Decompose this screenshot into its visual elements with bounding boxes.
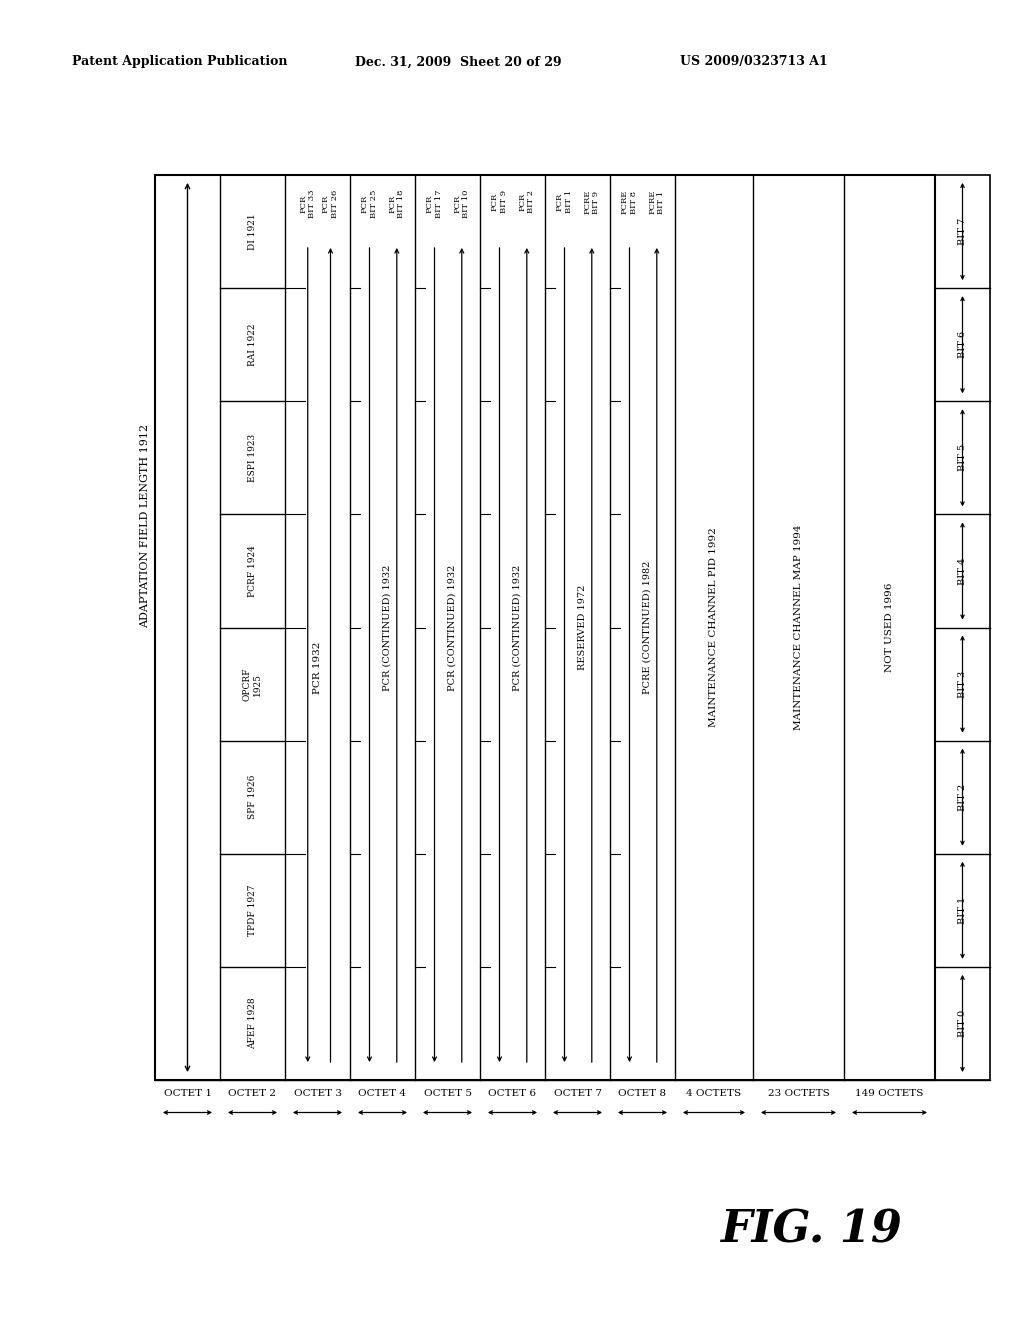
Text: 149 OCTETS: 149 OCTETS: [855, 1089, 924, 1097]
Text: PCR
BIT 17: PCR BIT 17: [426, 190, 443, 219]
Text: MAINTENANCE CHANNEL MAP 1994: MAINTENANCE CHANNEL MAP 1994: [794, 525, 803, 730]
Text: PCR
BIT 1: PCR BIT 1: [556, 190, 573, 213]
Text: Dec. 31, 2009  Sheet 20 of 29: Dec. 31, 2009 Sheet 20 of 29: [355, 55, 561, 69]
Text: OCTET 4: OCTET 4: [358, 1089, 407, 1097]
Text: PCR (CONTINUED) 1932: PCR (CONTINUED) 1932: [383, 565, 392, 690]
Text: BIT 6: BIT 6: [958, 331, 967, 358]
Text: PCR
BIT 18: PCR BIT 18: [388, 190, 406, 219]
Text: 23 OCTETS: 23 OCTETS: [768, 1089, 829, 1097]
Bar: [935, 176, 990, 1080]
Text: OCTET 6: OCTET 6: [488, 1089, 537, 1097]
Text: PCR
BIT 9: PCR BIT 9: [490, 190, 508, 213]
Text: PCR
BIT 2: PCR BIT 2: [518, 190, 536, 213]
Text: ESPI 1923: ESPI 1923: [248, 434, 257, 482]
Text: PCRF 1924: PCRF 1924: [248, 545, 257, 597]
Text: TPDF 1927: TPDF 1927: [248, 884, 257, 936]
Text: OCTET 2: OCTET 2: [228, 1089, 276, 1097]
Text: Patent Application Publication: Patent Application Publication: [72, 55, 288, 69]
Text: 4 OCTETS: 4 OCTETS: [686, 1089, 741, 1097]
Bar: [155, 176, 935, 1080]
Text: OCTET 5: OCTET 5: [424, 1089, 471, 1097]
Text: BIT 2: BIT 2: [958, 784, 967, 810]
Text: PCR 1932: PCR 1932: [313, 642, 322, 694]
Text: SPF 1926: SPF 1926: [248, 775, 257, 820]
Text: OCTET 1: OCTET 1: [164, 1089, 212, 1097]
Text: BIT 1: BIT 1: [958, 896, 967, 924]
Text: BIT 7: BIT 7: [958, 218, 967, 246]
Text: DI 1921: DI 1921: [248, 214, 257, 249]
Text: PCRE
BIT 1: PCRE BIT 1: [648, 190, 666, 214]
Text: OCTET 3: OCTET 3: [294, 1089, 341, 1097]
Text: BIT 3: BIT 3: [958, 671, 967, 698]
Text: PCR
BIT 33: PCR BIT 33: [299, 190, 316, 219]
Text: ADAPTATION FIELD LENGTH 1912: ADAPTATION FIELD LENGTH 1912: [140, 424, 150, 627]
Text: PCRE
BIT 8: PCRE BIT 8: [621, 190, 638, 214]
Text: PCRE
BIT 9: PCRE BIT 9: [584, 190, 600, 214]
Text: PCR (CONTINUED) 1932: PCR (CONTINUED) 1932: [449, 565, 457, 690]
Text: PCR
BIT 25: PCR BIT 25: [360, 190, 378, 218]
Text: BIT 0: BIT 0: [958, 1010, 967, 1038]
Text: FIG. 19: FIG. 19: [720, 1209, 902, 1251]
Text: US 2009/0323713 A1: US 2009/0323713 A1: [680, 55, 827, 69]
Text: OPCRF
1925: OPCRF 1925: [243, 668, 262, 701]
Text: OCTET 8: OCTET 8: [618, 1089, 667, 1097]
Text: PCR
BIT 10: PCR BIT 10: [454, 190, 470, 218]
Text: PCR (CONTINUED) 1932: PCR (CONTINUED) 1932: [513, 565, 522, 690]
Text: BIT 4: BIT 4: [958, 557, 967, 585]
Text: PCR
BIT 26: PCR BIT 26: [322, 190, 339, 218]
Text: NOT USED 1996: NOT USED 1996: [885, 583, 894, 672]
Text: RESERVED 1972: RESERVED 1972: [578, 585, 587, 671]
Text: AFEF 1928: AFEF 1928: [248, 998, 257, 1049]
Text: BIT 5: BIT 5: [958, 445, 967, 471]
Text: RAI 1922: RAI 1922: [248, 323, 257, 366]
Text: OCTET 7: OCTET 7: [554, 1089, 601, 1097]
Text: PCRE (CONTINUED) 1982: PCRE (CONTINUED) 1982: [643, 561, 652, 694]
Text: MAINTENANCE CHANNEL PID 1992: MAINTENANCE CHANNEL PID 1992: [710, 528, 719, 727]
